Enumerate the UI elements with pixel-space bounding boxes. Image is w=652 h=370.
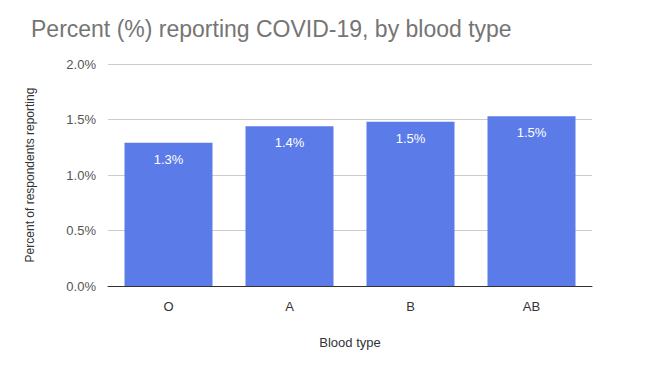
svg-text:Percent of respondents reporti: Percent of respondents reporting	[23, 88, 37, 263]
svg-text:AB: AB	[523, 299, 540, 314]
svg-text:0.0%: 0.0%	[66, 279, 96, 294]
svg-text:1.3%: 1.3%	[154, 152, 184, 167]
svg-text:O: O	[163, 299, 173, 314]
svg-text:1.5%: 1.5%	[517, 125, 547, 140]
svg-text:1.5%: 1.5%	[66, 112, 96, 127]
svg-text:A: A	[285, 299, 294, 314]
svg-text:1.4%: 1.4%	[275, 135, 305, 150]
svg-text:1.5%: 1.5%	[396, 131, 426, 146]
svg-text:B: B	[406, 299, 415, 314]
svg-text:0.5%: 0.5%	[66, 223, 96, 238]
svg-text:1.0%: 1.0%	[66, 168, 96, 183]
svg-text:Percent (%) reporting COVID-19: Percent (%) reporting COVID-19, by blood…	[31, 16, 512, 42]
svg-text:Blood type: Blood type	[319, 335, 380, 350]
svg-text:2.0%: 2.0%	[66, 57, 96, 72]
